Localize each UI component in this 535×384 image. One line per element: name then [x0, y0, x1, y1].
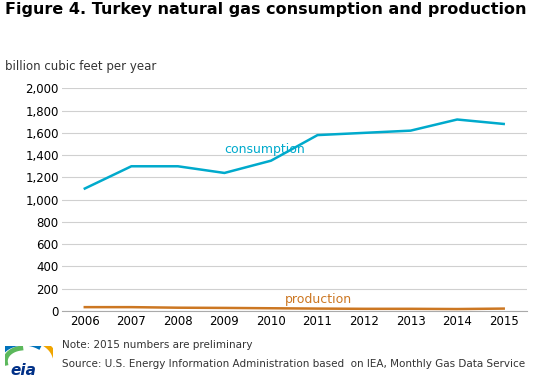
Text: production: production	[285, 293, 352, 306]
Text: billion cubic feet per year: billion cubic feet per year	[5, 60, 157, 73]
Text: consumption: consumption	[224, 143, 305, 156]
Text: Source: U.S. Energy Information Administration based  on IEA, Monthly Gas Data S: Source: U.S. Energy Information Administ…	[62, 359, 525, 369]
Text: Note: 2015 numbers are preliminary: Note: 2015 numbers are preliminary	[62, 340, 252, 350]
Text: Figure 4. Turkey natural gas consumption and production: Figure 4. Turkey natural gas consumption…	[5, 2, 527, 17]
Text: eia: eia	[10, 363, 36, 379]
